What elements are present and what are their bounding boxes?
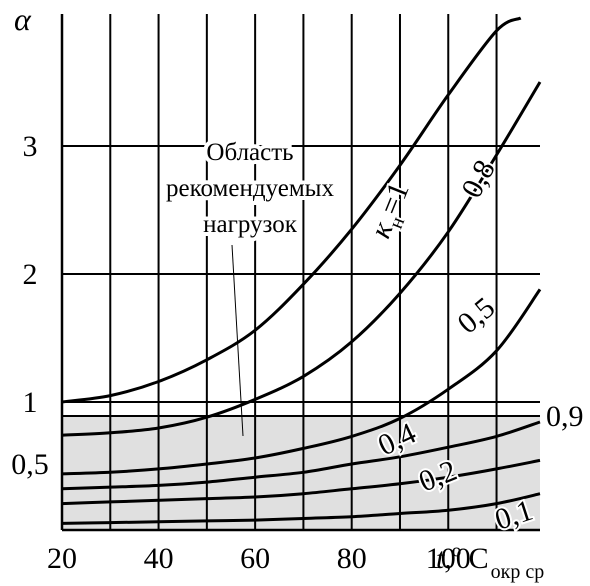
x-tick-label: 20 (47, 542, 77, 575)
y-tick-label: 3 (23, 130, 38, 163)
x-tick-label: 80 (337, 542, 367, 575)
grid-layer (60, 14, 540, 532)
series-line-2 (61, 81, 542, 437)
series-line-1 (61, 16, 522, 404)
region-leader-line (231, 244, 244, 437)
series-line-5 (61, 458, 541, 506)
region-label-line-2: рекомендуемых (166, 175, 334, 202)
series-line-3 (61, 288, 542, 476)
region-label-line-3: нагрузок (203, 211, 298, 238)
series-line-4 (61, 420, 541, 491)
y-tick-label: 0,5 (11, 448, 49, 481)
x-tick-label: 40 (144, 542, 174, 575)
region-label-line-1: Область (206, 139, 293, 166)
series-label-1: кн=1 (364, 178, 421, 245)
curves-layer (61, 16, 542, 525)
y-tick-label: 1 (23, 386, 38, 419)
series-label-2: 0,8 (455, 155, 502, 204)
y-axis-label: α (14, 1, 32, 37)
y-tick-label: 2 (23, 258, 38, 291)
boundary-label: 0,9 (546, 400, 584, 433)
series-line-6 (61, 492, 541, 525)
x-tick-label: 60 (240, 542, 270, 575)
x-tick-label: 100 (426, 542, 471, 575)
series-label-3: 0,5 (451, 291, 501, 340)
